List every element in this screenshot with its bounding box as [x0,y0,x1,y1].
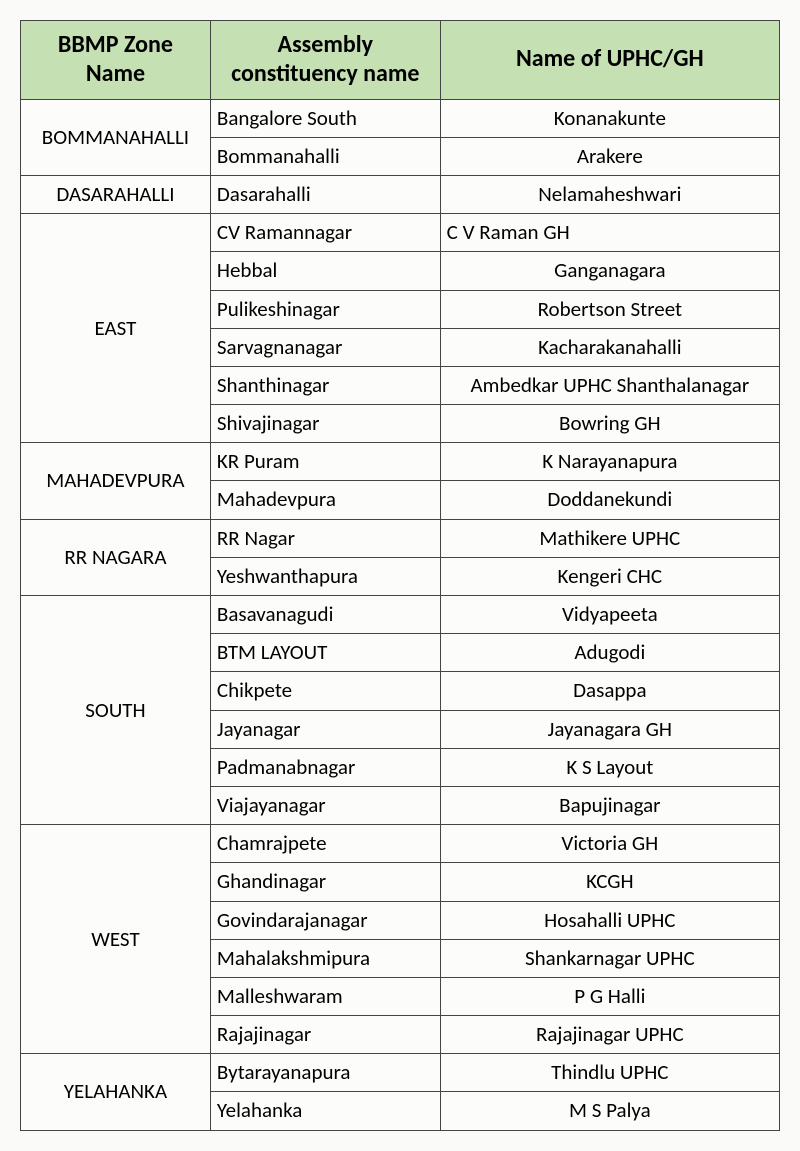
assembly-cell: KR Puram [210,443,440,481]
uphc-cell: K Narayanapura [440,443,779,481]
uphc-cell: Dasappa [440,672,779,710]
assembly-cell: Chamrajpete [210,825,440,863]
header-assembly: Assembly constituency name [210,21,440,100]
zone-cell: WEST [21,825,211,1054]
assembly-cell: Ghandinagar [210,863,440,901]
uphc-cell: KCGH [440,863,779,901]
assembly-cell: Mahalakshmipura [210,939,440,977]
uphc-cell: Shankarnagar UPHC [440,939,779,977]
uphc-cell: C V Raman GH [440,214,779,252]
uphc-cell: Adugodi [440,634,779,672]
table-row: YELAHANKABytarayanapuraThindlu UPHC [21,1054,780,1092]
uphc-cell: Bowring GH [440,405,779,443]
uphc-cell: Mathikere UPHC [440,519,779,557]
uphc-cell: Victoria GH [440,825,779,863]
table-row: BOMMANAHALLIBangalore SouthKonanakunte [21,99,780,137]
uphc-cell: Doddanekundi [440,481,779,519]
assembly-cell: Bangalore South [210,99,440,137]
bbmp-uphc-table: BBMP Zone Name Assembly constituency nam… [20,20,780,1131]
uphc-cell: Kacharakanahalli [440,328,779,366]
assembly-cell: Rajajinagar [210,1016,440,1054]
assembly-cell: RR Nagar [210,519,440,557]
table-row: WESTChamrajpeteVictoria GH [21,825,780,863]
assembly-cell: Bytarayanapura [210,1054,440,1092]
uphc-cell: Ganganagara [440,252,779,290]
table-row: SOUTHBasavanagudiVidyapeeta [21,596,780,634]
table-row: RR NAGARARR NagarMathikere UPHC [21,519,780,557]
uphc-cell: M S Palya [440,1092,779,1130]
assembly-cell: Malleshwaram [210,977,440,1015]
assembly-cell: Shivajinagar [210,405,440,443]
uphc-cell: Ambedkar UPHC Shanthalanagar [440,366,779,404]
assembly-cell: BTM LAYOUT [210,634,440,672]
zone-cell: BOMMANAHALLI [21,99,211,175]
table-row: EASTCV RamannagarC V Raman GH [21,214,780,252]
uphc-cell: Rajajinagar UPHC [440,1016,779,1054]
assembly-cell: Bommanahalli [210,137,440,175]
header-zone: BBMP Zone Name [21,21,211,100]
uphc-cell: Vidyapeeta [440,596,779,634]
assembly-cell: Viajayanagar [210,786,440,824]
uphc-cell: Thindlu UPHC [440,1054,779,1092]
assembly-cell: Hebbal [210,252,440,290]
zone-cell: YELAHANKA [21,1054,211,1130]
header-uphc: Name of UPHC/GH [440,21,779,100]
uphc-cell: P G Halli [440,977,779,1015]
uphc-cell: Kengeri CHC [440,557,779,595]
assembly-cell: Chikpete [210,672,440,710]
assembly-cell: Govindarajanagar [210,901,440,939]
uphc-cell: Arakere [440,137,779,175]
zone-cell: SOUTH [21,596,211,825]
uphc-cell: Hosahalli UPHC [440,901,779,939]
assembly-cell: Yeshwanthapura [210,557,440,595]
assembly-cell: Yelahanka [210,1092,440,1130]
uphc-cell: K S Layout [440,748,779,786]
zone-cell: EAST [21,214,211,443]
assembly-cell: Sarvagnanagar [210,328,440,366]
uphc-cell: Nelamaheshwari [440,175,779,213]
zone-cell: RR NAGARA [21,519,211,595]
uphc-cell: Bapujinagar [440,786,779,824]
assembly-cell: CV Ramannagar [210,214,440,252]
table-row: DASARAHALLIDasarahalliNelamaheshwari [21,175,780,213]
assembly-cell: Basavanagudi [210,596,440,634]
assembly-cell: Padmanabnagar [210,748,440,786]
uphc-cell: Robertson Street [440,290,779,328]
table-body: BOMMANAHALLIBangalore SouthKonanakunteBo… [21,99,780,1130]
header-row: BBMP Zone Name Assembly constituency nam… [21,21,780,100]
assembly-cell: Mahadevpura [210,481,440,519]
uphc-cell: Konanakunte [440,99,779,137]
table-row: MAHADEVPURAKR PuramK Narayanapura [21,443,780,481]
assembly-cell: Dasarahalli [210,175,440,213]
assembly-cell: Shanthinagar [210,366,440,404]
zone-cell: MAHADEVPURA [21,443,211,519]
assembly-cell: Jayanagar [210,710,440,748]
zone-cell: DASARAHALLI [21,175,211,213]
assembly-cell: Pulikeshinagar [210,290,440,328]
uphc-cell: Jayanagara GH [440,710,779,748]
